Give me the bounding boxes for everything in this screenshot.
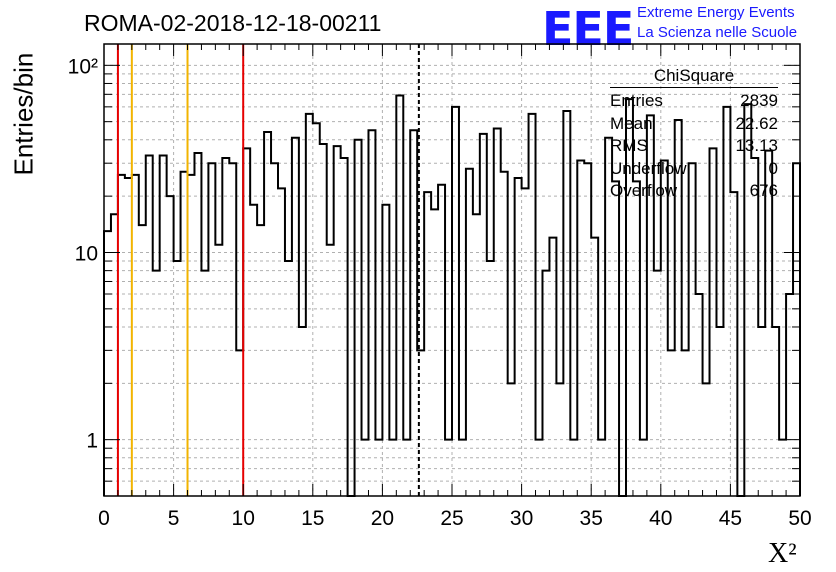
x-tick-label: 50 xyxy=(788,507,811,530)
stat-row-rms: RMS 13.13 xyxy=(610,135,778,158)
stat-value: 13.13 xyxy=(735,136,778,155)
stat-row-mean: Mean 22.62 xyxy=(610,113,778,136)
stat-row-entries: Entries 2839 xyxy=(610,90,778,113)
y-tick-label: 1 xyxy=(86,430,98,453)
stat-value: 676 xyxy=(749,181,778,200)
x-tick-label: 20 xyxy=(371,507,394,530)
stat-label: Overflow xyxy=(610,181,678,200)
chart-title: ROMA-02-2018-12-18-00211 xyxy=(84,10,382,36)
x-tick-label: 25 xyxy=(440,507,463,530)
stat-row-overflow: Overflow 676 xyxy=(610,180,778,203)
y-tick-label: 10 xyxy=(75,242,98,265)
x-tick-label: 30 xyxy=(510,507,533,530)
stat-label: RMS xyxy=(610,136,648,155)
y-tick-label: 10² xyxy=(68,55,98,78)
logo-line-1: Extreme Energy Events xyxy=(637,4,795,21)
stats-title: ChiSquare xyxy=(610,66,778,88)
stats-box: ChiSquare Entries 2839 Mean 22.62 RMS 13.13… xyxy=(610,66,778,203)
x-tick-label: 45 xyxy=(719,507,742,530)
stat-label: Entries xyxy=(610,91,663,110)
stat-label: Mean xyxy=(610,113,653,133)
stat-value: 2839 xyxy=(740,91,778,110)
x-axis-label: X² xyxy=(768,538,797,569)
x-tick-label: 35 xyxy=(580,507,603,530)
stat-value: 22.62 xyxy=(735,113,778,133)
x-tick-label: 40 xyxy=(649,507,672,530)
histogram-series xyxy=(103,94,801,497)
stat-label: Underflow xyxy=(610,158,687,178)
logo-line-2: La Scienza nelle Scuole xyxy=(637,24,798,41)
x-tick-label: 5 xyxy=(168,507,180,530)
x-tick-label: 10 xyxy=(232,507,255,530)
stat-value: 0 xyxy=(768,158,778,178)
x-tick-label: 0 xyxy=(98,507,110,530)
x-tick-label: 15 xyxy=(301,507,324,530)
stat-row-underflow: Underflow 0 xyxy=(610,158,778,181)
